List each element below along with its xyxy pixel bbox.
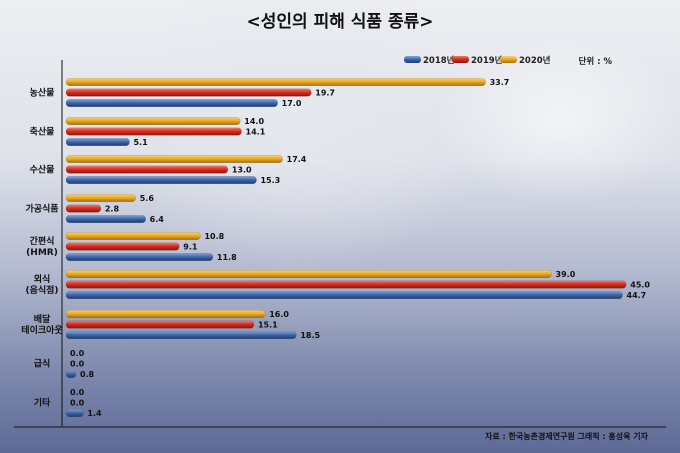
bar-5-2020년 [65, 232, 201, 240]
bar-6-2019년 [65, 280, 627, 289]
bar-4-2018년 [65, 215, 146, 223]
value-label: 13.0 [232, 166, 252, 175]
legend-swatch [452, 56, 469, 63]
legend-label: 2019년 [471, 55, 503, 66]
value-label: 18.5 [300, 331, 320, 340]
bar-7-2019년 [65, 320, 255, 329]
legend: 2018년 2019년 2020년 [404, 55, 551, 66]
legend-label: 2020년 [519, 55, 551, 66]
value-label: 17.0 [282, 99, 302, 108]
bar-4-2020년 [65, 194, 136, 202]
value-label: 5.6 [140, 194, 155, 203]
value-label: 16.0 [269, 310, 289, 319]
value-label: 39.0 [556, 270, 576, 279]
category-label: 기타 [34, 397, 51, 409]
value-label: 11.8 [217, 253, 237, 262]
value-label: 14.0 [244, 117, 264, 126]
value-label: 1.4 [87, 409, 102, 418]
value-label: 0.8 [80, 370, 95, 379]
bar-5-2019년 [65, 242, 180, 251]
category-label: (HMR) [26, 248, 58, 258]
category-label: 간편식 [30, 235, 55, 247]
legend-swatch [500, 56, 517, 63]
bar-7-2020년 [65, 310, 266, 318]
bar-5-2018년 [65, 253, 214, 261]
bar-2-2018년 [65, 138, 130, 146]
category-label: (음식점) [25, 284, 58, 296]
chart-title: <성인의 피해 식품 종류> [246, 12, 433, 32]
unit-label: 단위 : % [579, 56, 613, 67]
value-label: 5.1 [133, 138, 148, 147]
bar-1-2018년 [65, 99, 278, 107]
legend-label: 2018년 [423, 55, 455, 66]
value-label: 45.0 [630, 281, 650, 290]
category-label: 외식 [34, 273, 51, 285]
value-label: 0.0 [70, 360, 85, 369]
value-label: 0.0 [70, 399, 85, 408]
category-label: 농산물 [30, 87, 55, 99]
legend-swatch [404, 56, 421, 63]
bar-2-2019년 [65, 127, 242, 136]
value-label: 44.7 [627, 291, 647, 300]
bar-2-2020년 [65, 117, 241, 125]
value-label: 15.1 [258, 321, 278, 330]
bar-9-2018년 [65, 409, 84, 417]
value-label: 9.1 [183, 243, 198, 252]
category-label: 축산물 [30, 126, 55, 138]
bar-4-2019년 [65, 204, 102, 213]
category-label: 수산물 [30, 164, 55, 176]
value-label: 33.7 [490, 78, 510, 87]
value-label: 19.7 [315, 89, 335, 98]
category-label: 급식 [34, 358, 51, 370]
bars-layer: 33.7 19.7 17.0 14.0 14.1 5.1 17.4 13.0 15.3 5.6 2.… [65, 78, 650, 418]
category-label: 테이크아웃 [21, 324, 62, 336]
bar-3-2019년 [65, 165, 229, 174]
bar-8-2018년 [65, 370, 77, 378]
source-note: 자료 : 한국농촌경제연구원 그래픽 : 홍성욱 기자 [485, 431, 649, 441]
bar-7-2018년 [65, 331, 297, 339]
value-label: 6.4 [150, 215, 165, 224]
value-label: 2.8 [105, 205, 120, 214]
value-label: 0.0 [70, 388, 85, 397]
value-label: 15.3 [260, 176, 280, 185]
category-label: 배달 [34, 313, 51, 325]
category-label: 가공식품 [25, 203, 58, 215]
bar-1-2020년 [65, 78, 486, 86]
bar-6-2020년 [65, 270, 552, 278]
value-label: 10.8 [204, 232, 224, 241]
bar-6-2018년 [65, 291, 623, 299]
value-label: 17.4 [287, 155, 307, 164]
value-label: 14.1 [246, 128, 266, 137]
bar-3-2020년 [65, 155, 283, 163]
bar-3-2018년 [65, 176, 257, 184]
value-label: 0.0 [70, 349, 85, 358]
bar-1-2019년 [65, 88, 312, 97]
